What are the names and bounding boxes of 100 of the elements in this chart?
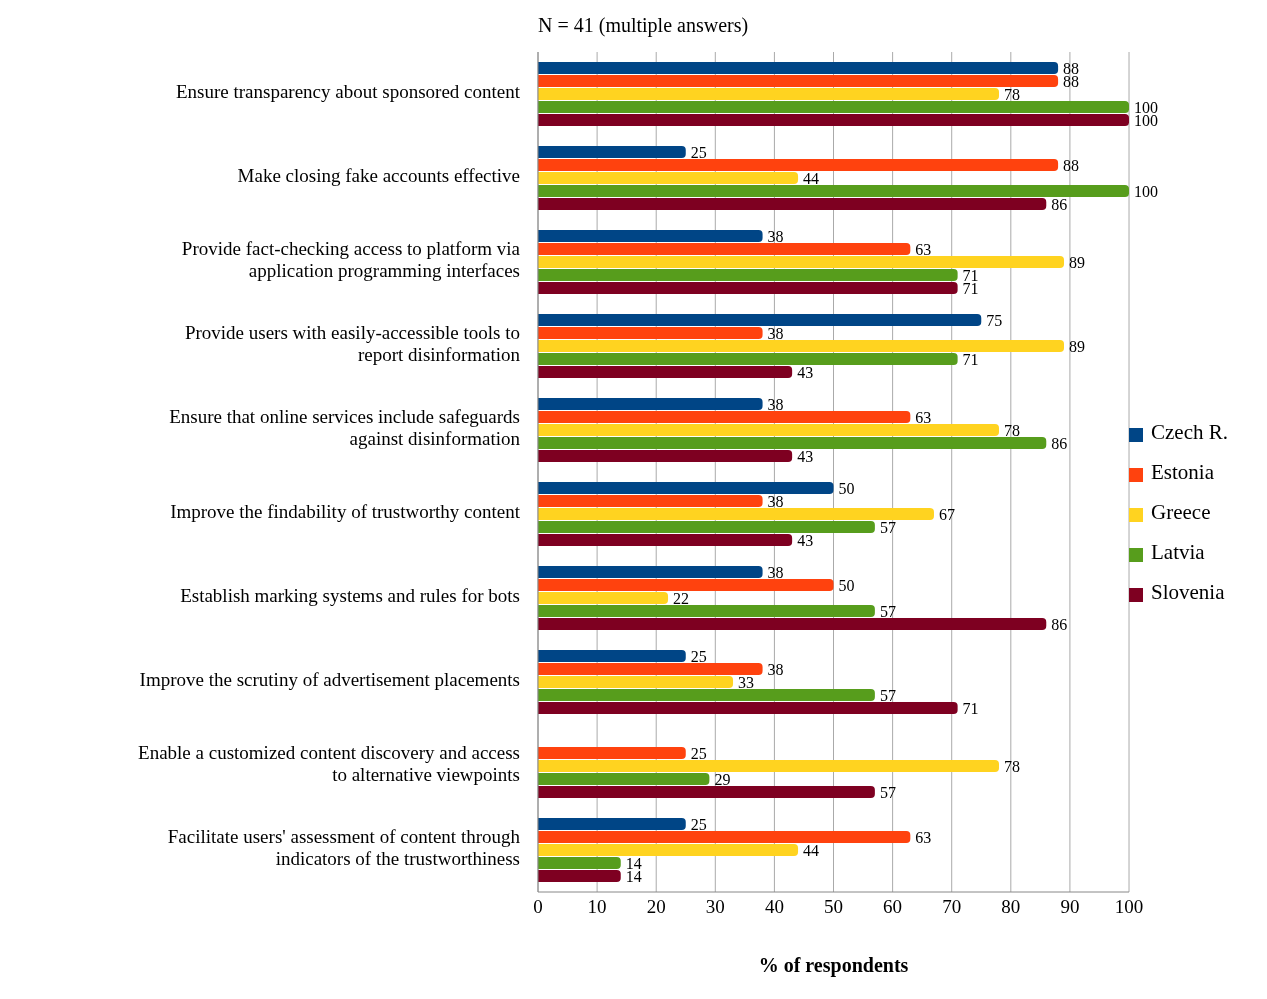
y-tick-label: Ensure transparency about sponsored content [175,81,521,103]
bar [538,340,1064,353]
data-label: 67 [938,505,955,523]
data-label: 38 [767,563,784,581]
bar [538,508,934,521]
data-label: 89 [1069,337,1085,355]
y-tick-label: Facilitate users' assessment of content through indicators of the trustworthiness [167,826,521,870]
bar [538,760,999,773]
data-label: 63 [915,828,932,846]
x-tick-label: 80 [1001,896,1021,918]
y-tick-label: Establish marking systems and rules for bots [180,585,520,607]
bar [538,605,875,618]
legend-label: Greece [1151,500,1211,524]
x-tick-label: 0 [533,896,543,918]
bar [538,314,982,327]
bar [538,650,686,663]
bar [538,256,1064,269]
data-label: 14 [625,854,642,872]
bar [538,172,799,185]
data-label: 43 [797,531,814,549]
bar [538,689,875,702]
data-label: 33 [738,673,755,691]
bar [538,618,1047,631]
y-tick-label: Provide users with easily-accessible tools to report disinformation [184,322,521,366]
y-tick-label: Enable a customized content discovery and access to alternative viewpoints [138,742,520,786]
data-label: 57 [879,686,896,704]
y-tick-label: Improve the scrutiny of advertisement placements [139,669,520,691]
bar [538,366,793,379]
bar [538,62,1059,75]
bar [538,870,621,883]
bar [538,676,734,689]
chart-title: N = 41 (multiple answers) [538,13,750,39]
data-label: 86 [1051,195,1068,213]
bar [538,114,1130,127]
bar [538,663,763,676]
x-tick-label: 40 [764,896,784,918]
bar [538,101,1130,114]
data-label: 86 [1051,615,1068,633]
data-label: 57 [879,518,896,536]
data-label: 25 [690,143,707,161]
x-tick-label: 30 [705,896,725,918]
data-label: 44 [803,841,820,859]
bar [538,75,1059,88]
data-label: 38 [767,395,784,413]
bar [538,534,793,547]
data-label: 88 [1063,59,1080,77]
data-label: 78 [1003,421,1020,439]
bar [538,398,763,411]
bar [538,521,875,534]
bar [538,411,911,424]
data-label: 38 [767,492,784,510]
bar [538,269,958,282]
data-label: 78 [1003,757,1020,775]
y-tick-label: Improve the findability of trustworthy content [170,501,521,523]
bar [538,243,911,256]
data-label: 100 [1134,182,1159,200]
data-label: 89 [1069,253,1085,271]
data-label: 38 [767,227,784,245]
data-label: 71 [962,266,979,284]
data-label: 38 [767,324,784,342]
bar [538,482,834,495]
data-label: 71 [962,699,979,717]
data-label: 63 [915,240,932,258]
data-label: 44 [803,169,820,187]
bar [538,844,799,857]
data-label: 50 [838,479,855,497]
bar [538,857,621,870]
bar [538,230,763,243]
bar [538,786,875,799]
legend-label: Latvia [1151,540,1205,564]
data-label: 86 [1051,434,1068,452]
data-label: 38 [767,660,784,678]
x-tick-label: 100 [1114,896,1144,918]
y-tick-label: Provide fact-checking access to platform via application programming interfaces [181,238,521,282]
x-tick-label: 20 [646,896,666,918]
y-tick-label: Make closing fake accounts effective [237,165,520,187]
data-label: 43 [797,447,814,465]
bar [538,773,710,786]
x-tick-label: 10 [587,896,607,918]
data-label: 57 [879,602,896,620]
bar [538,146,686,159]
data-label: 88 [1063,156,1080,174]
bar [538,282,958,295]
x-tick-label: 60 [883,896,903,918]
bar [538,818,686,831]
data-label: 75 [986,311,1003,329]
bar [538,353,958,366]
x-tick-label: 50 [824,896,844,918]
data-label: 57 [879,783,896,801]
x-axis-title: % of respondents [758,954,909,977]
data-label: 63 [915,408,932,426]
bar [538,747,686,760]
data-label: 50 [838,576,855,594]
bar [538,702,958,715]
bar [538,592,669,605]
data-label: 25 [690,744,707,762]
bar [538,566,763,579]
data-label: 100 [1134,98,1159,116]
bar [538,437,1047,450]
bar [538,450,793,463]
